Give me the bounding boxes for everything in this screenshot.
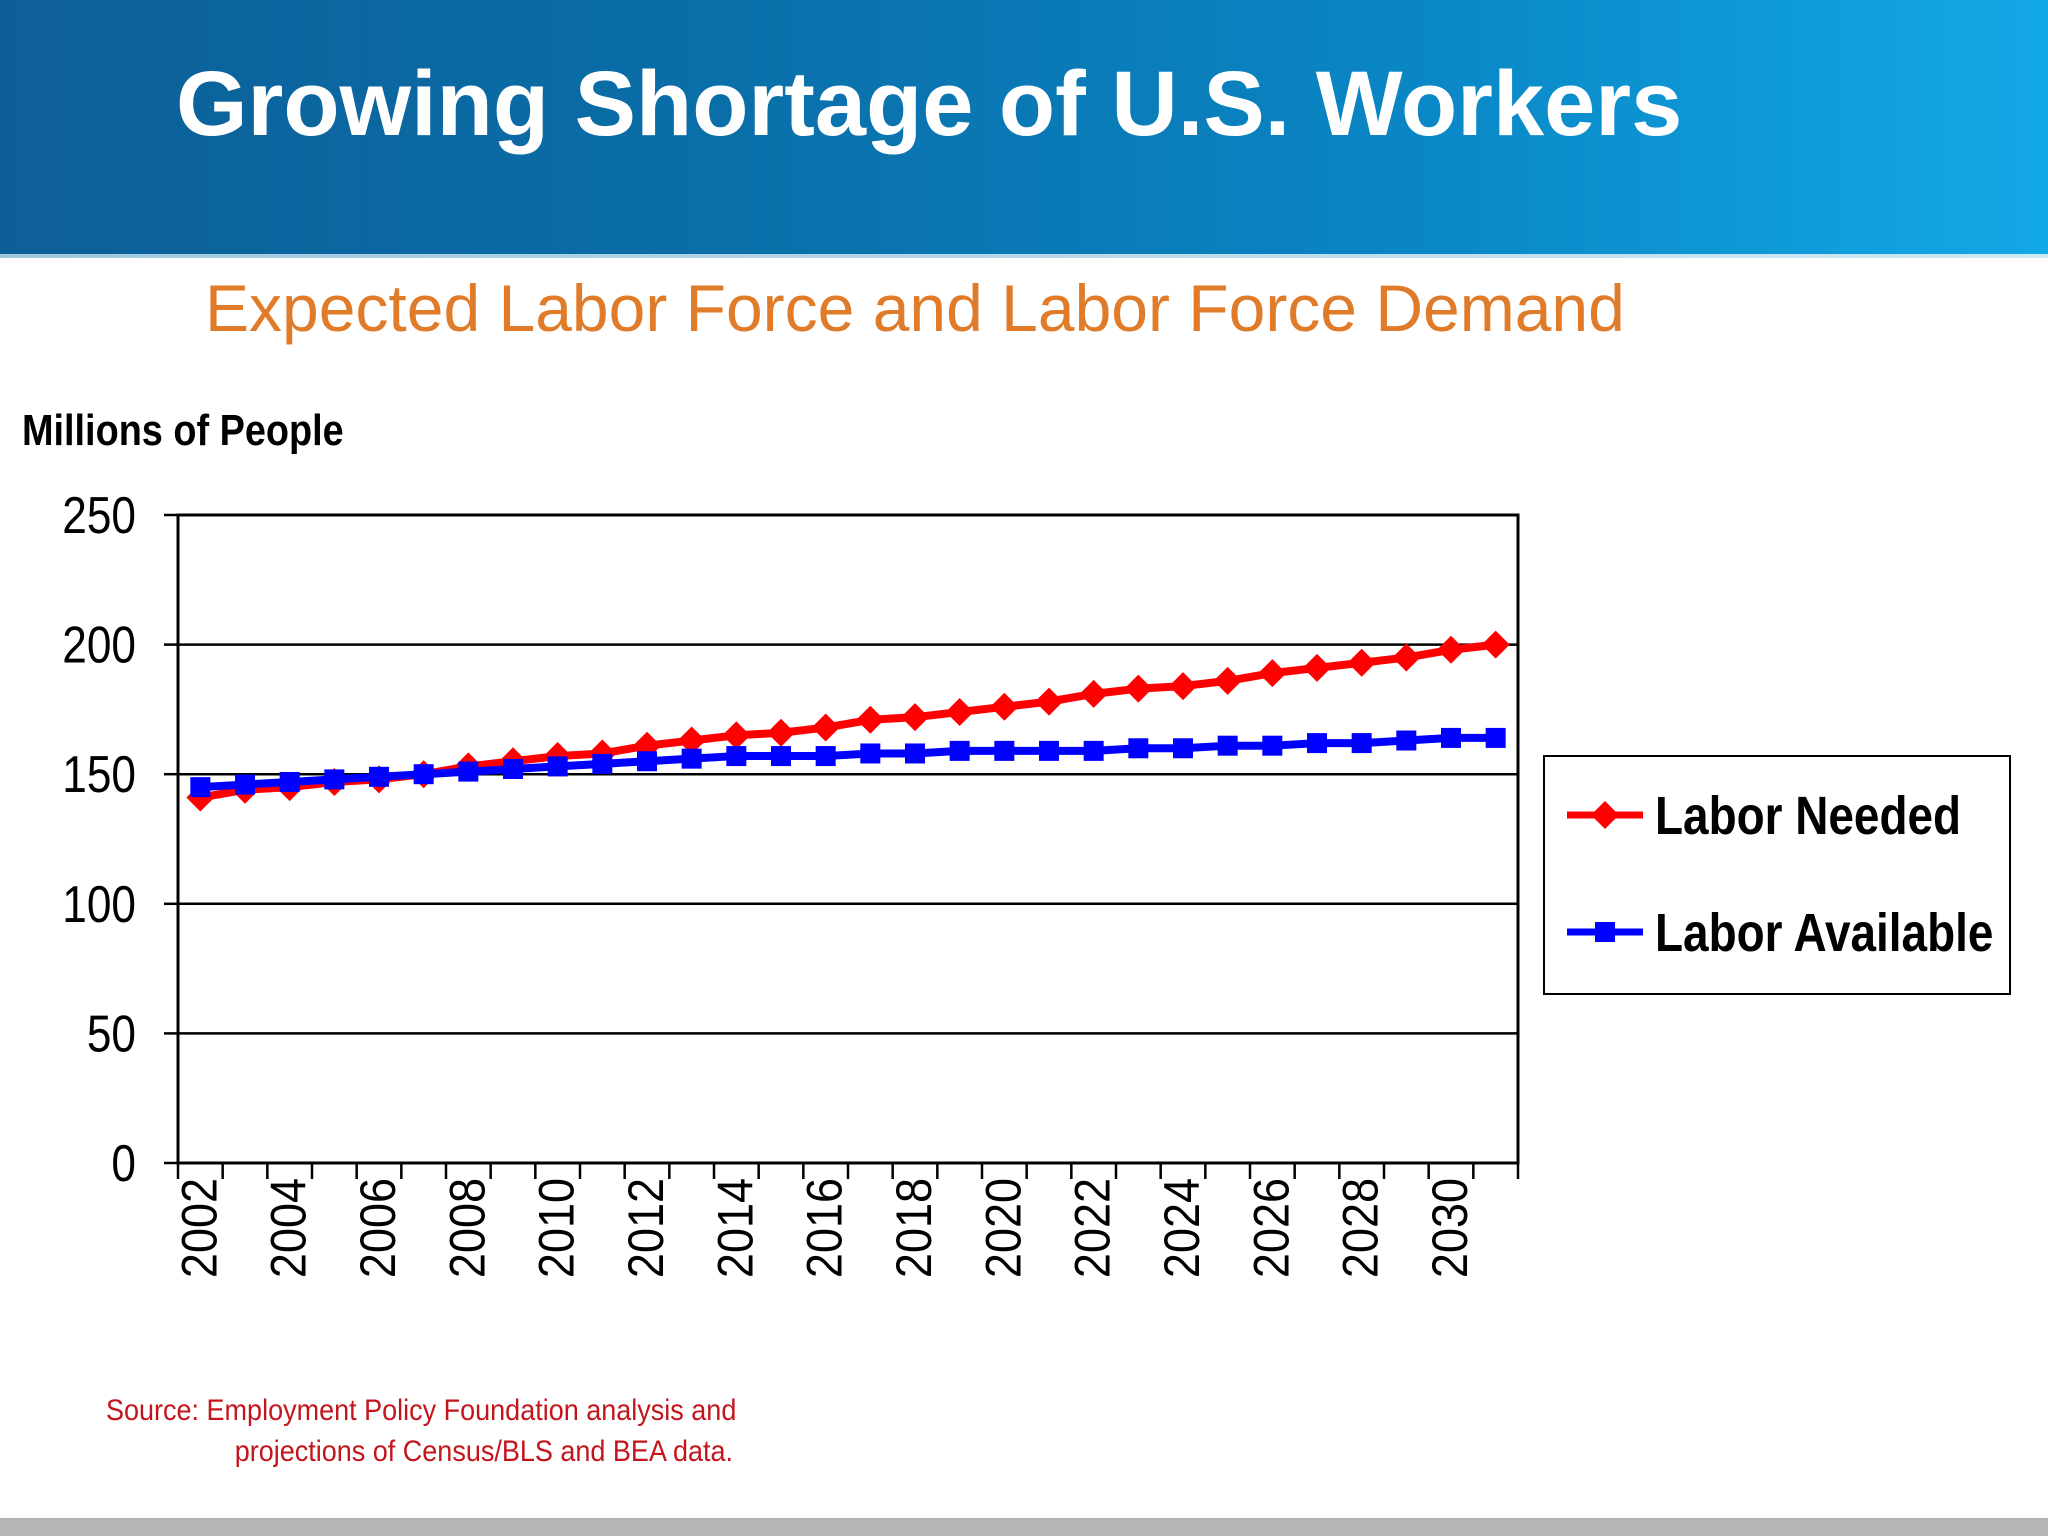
data-point-labor-needed <box>990 692 1019 721</box>
y-axis-label: Millions of People <box>22 406 344 455</box>
data-point-labor-available <box>1351 733 1372 754</box>
y-tick-label: 50 <box>87 1005 136 1063</box>
data-point-labor-available <box>815 746 836 767</box>
data-point-labor-available <box>1441 727 1461 748</box>
source-line-1: Source: Employment Policy Foundation ana… <box>106 1394 737 1427</box>
x-tick-label: 2022 <box>1066 1178 1122 1278</box>
data-point-labor-available <box>949 740 970 761</box>
x-tick-label: 2006 <box>351 1178 407 1278</box>
x-tick-label: 2028 <box>1334 1178 1390 1278</box>
data-point-labor-needed <box>1258 659 1287 688</box>
x-tick-label: 2004 <box>262 1178 318 1278</box>
y-tick-label: 200 <box>62 616 136 674</box>
data-point-labor-available <box>726 746 747 767</box>
data-point-labor-available <box>860 743 881 764</box>
data-point-labor-needed <box>1347 648 1376 677</box>
legend-item-labor-needed: Labor Needed <box>1545 775 2009 855</box>
data-point-labor-needed <box>1124 674 1153 703</box>
data-point-labor-available <box>1485 727 1506 748</box>
data-point-labor-needed <box>1437 635 1465 664</box>
source-note: Source: Employment Policy Foundation ana… <box>106 1390 736 1472</box>
data-point-labor-needed <box>1213 666 1242 695</box>
data-point-labor-available <box>771 746 791 767</box>
source-line-2: projections of Census/BLS and BEA data. <box>234 1435 734 1468</box>
legend-label-labor-available: Labor Available <box>1655 903 1994 963</box>
data-point-labor-needed <box>1303 653 1331 682</box>
slide-title: Growing Shortage of U.S. Workers <box>176 53 1683 155</box>
data-point-labor-needed <box>945 697 974 726</box>
footer-bar <box>0 1518 2048 1536</box>
data-point-labor-available <box>369 766 389 787</box>
x-tick-label: 2014 <box>708 1178 764 1278</box>
y-tick-label: 150 <box>62 746 136 804</box>
data-point-labor-available <box>413 764 434 785</box>
x-tick-label: 2024 <box>1155 1178 1211 1278</box>
data-point-labor-needed <box>1079 679 1108 708</box>
chart-subtitle: Expected Labor Force and Labor Force Dem… <box>205 271 1625 345</box>
data-point-labor-available <box>1396 730 1417 751</box>
data-point-labor-available <box>592 753 613 774</box>
x-tick-label: 2026 <box>1244 1178 1300 1278</box>
data-point-labor-needed <box>722 721 751 750</box>
y-tick-label: 0 <box>111 1135 136 1193</box>
data-point-labor-available <box>1217 735 1238 756</box>
data-point-labor-available <box>1083 740 1104 761</box>
plot-frame <box>176 513 1520 1165</box>
x-tick-label: 2010 <box>530 1178 586 1278</box>
data-point-labor-available <box>235 774 255 795</box>
chart-legend: Labor Needed Labor Available <box>1543 755 2011 995</box>
data-point-labor-available <box>1128 738 1149 759</box>
data-point-labor-available <box>1307 733 1327 754</box>
x-tick-label: 2018 <box>887 1178 943 1278</box>
legend-item-labor-available: Labor Available <box>1545 892 2009 972</box>
data-point-labor-available <box>1173 738 1193 759</box>
legend-marker-diamond-icon <box>1567 801 1643 829</box>
header-banner <box>0 0 2048 254</box>
data-point-labor-available <box>905 743 925 764</box>
data-point-labor-needed <box>811 713 840 742</box>
header-divider <box>0 254 2048 258</box>
data-point-labor-needed <box>767 718 795 747</box>
x-tick-label: 2012 <box>619 1178 675 1278</box>
data-point-labor-available <box>637 751 657 772</box>
y-tick-label: 250 <box>62 487 136 545</box>
data-point-labor-needed <box>1392 643 1421 672</box>
x-tick-label: 2020 <box>976 1178 1032 1278</box>
data-point-labor-available <box>324 769 345 790</box>
data-point-labor-needed <box>856 705 885 734</box>
y-tick-label: 100 <box>62 875 136 933</box>
x-tick-label: 2030 <box>1423 1178 1479 1278</box>
data-point-labor-available <box>1039 740 1059 761</box>
data-point-labor-available <box>681 748 702 769</box>
data-point-labor-needed <box>901 703 929 732</box>
x-tick-label: 2008 <box>440 1178 496 1278</box>
data-point-labor-available <box>190 777 211 798</box>
x-tick-label: 2002 <box>172 1178 228 1278</box>
line-chart: 0 50 100 150 200 250 2002 2004 2006 2008 2010 2012 2… <box>62 487 1520 1278</box>
series-line-labor-available <box>200 733 1496 792</box>
data-point-labor-available <box>503 759 523 780</box>
data-point-labor-needed <box>1481 630 1510 659</box>
data-point-labor-available <box>458 761 479 782</box>
legend-label-labor-needed: Labor Needed <box>1655 786 1962 846</box>
data-point-labor-available <box>279 771 300 792</box>
data-point-labor-available <box>547 756 568 777</box>
data-point-labor-needed <box>1035 687 1063 716</box>
data-point-labor-needed <box>677 726 706 755</box>
data-point-labor-available <box>994 740 1015 761</box>
legend-marker-square-icon <box>1567 922 1643 942</box>
x-tick-label: 2016 <box>798 1178 854 1278</box>
data-point-labor-available <box>1262 735 1283 756</box>
data-point-labor-needed <box>1169 672 1197 701</box>
